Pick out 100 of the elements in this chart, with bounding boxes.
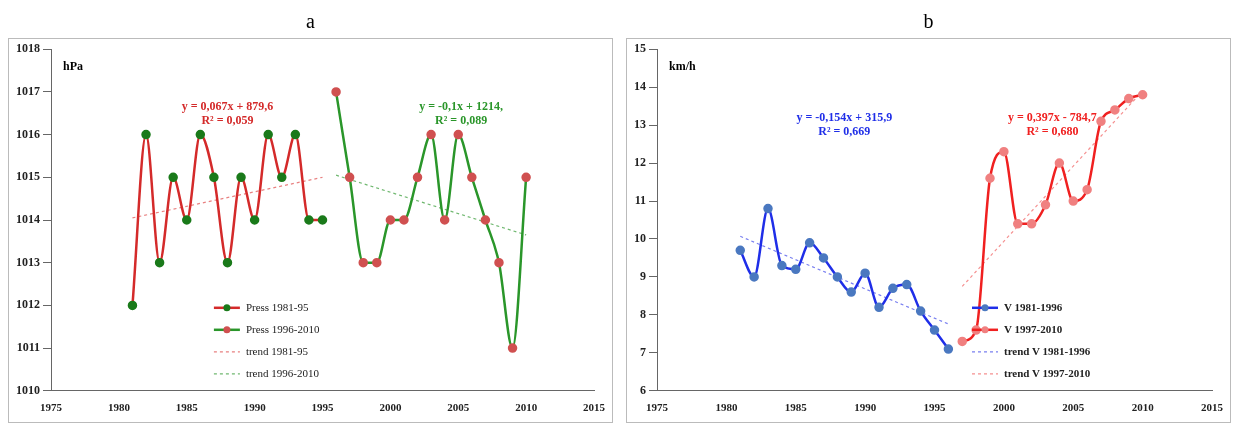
point	[818, 253, 829, 263]
point	[749, 272, 759, 282]
point	[957, 336, 967, 347]
annotation: y = 0,067x + 879,6 R² = 0,059	[181, 99, 274, 128]
point	[1068, 196, 1078, 206]
y-tick-label: 1015	[16, 169, 40, 184]
point	[888, 283, 898, 294]
point	[344, 172, 355, 183]
point	[1137, 90, 1148, 100]
point	[195, 129, 206, 140]
point	[874, 302, 884, 313]
y-tick-label: 8	[640, 306, 646, 321]
y-tick-label: 11	[634, 193, 646, 208]
point	[777, 260, 787, 271]
chart-title: a	[306, 9, 315, 34]
legend-label: trend V 1997-2010	[1004, 366, 1091, 379]
x-tick-label: 1975	[646, 401, 669, 414]
point	[763, 203, 773, 214]
y-tick-label: 1014	[16, 212, 40, 227]
point	[804, 238, 815, 248]
y-tick-label: 10	[634, 231, 646, 246]
point	[277, 172, 287, 183]
annotation: y = 0,397x - 784,7 R² = 0,680	[1008, 109, 1097, 138]
x-tick-label: 1985	[175, 401, 199, 414]
point	[929, 325, 940, 335]
point	[222, 257, 233, 268]
x-tick-label: 1990	[854, 401, 877, 414]
point	[846, 287, 856, 297]
point	[372, 257, 382, 268]
y-tick-label: 1010	[16, 382, 40, 397]
point	[1082, 184, 1092, 195]
legend-label: trend V 1981-1996	[1004, 344, 1091, 357]
point	[209, 172, 219, 183]
point	[1054, 158, 1065, 168]
y-tick-label: 1017	[16, 83, 40, 98]
y-tick-label: 1016	[16, 126, 40, 141]
y-tick-label: 7	[640, 344, 646, 359]
y-tick-label: 13	[634, 117, 646, 132]
x-tick-label: 2000	[379, 401, 402, 414]
point	[154, 257, 165, 268]
point	[290, 129, 301, 140]
point	[249, 215, 260, 225]
x-tick-label: 2015	[1201, 401, 1224, 414]
point	[1096, 116, 1106, 127]
point	[385, 215, 396, 225]
y-tick-label: 1012	[16, 297, 40, 312]
chart-title: b	[923, 9, 934, 34]
point	[985, 173, 995, 183]
legend-label: Press 1981-95	[245, 300, 310, 313]
point	[467, 172, 477, 183]
y-axis-title: km/h	[669, 59, 696, 74]
x-tick-label: 1980	[715, 401, 738, 414]
point	[832, 272, 843, 282]
y-tick-label: 1013	[16, 254, 40, 269]
point	[236, 172, 246, 183]
point	[480, 215, 491, 225]
point	[453, 129, 463, 140]
point	[399, 215, 409, 225]
legend-label: V 1997-2010	[1004, 322, 1063, 335]
y-tick-label: 6	[640, 382, 646, 397]
point	[331, 87, 341, 97]
point	[1124, 93, 1134, 104]
point	[943, 344, 954, 354]
y-tick-label: 14	[634, 79, 646, 94]
point	[304, 215, 314, 225]
x-tick-label: 2000	[992, 401, 1016, 414]
point	[263, 129, 273, 140]
x-tick-label: 2010	[1131, 401, 1155, 414]
x-tick-label: 2005	[447, 401, 470, 414]
y-tick-label: 1018	[16, 41, 40, 56]
point	[141, 129, 151, 140]
point	[426, 129, 436, 140]
legend-label: Press 1996-2010	[245, 322, 321, 335]
legend-label: V 1981-1996	[1004, 300, 1063, 313]
y-tick-label: 1011	[16, 340, 40, 355]
point	[1110, 105, 1120, 115]
x-tick-label: 2005	[1062, 401, 1085, 414]
point	[358, 257, 368, 268]
x-tick-label: 1975	[40, 401, 63, 414]
point	[507, 343, 518, 353]
annotation: y = -0,154x + 315,9 R² = 0,669	[796, 109, 893, 138]
x-tick-label: 1985	[784, 401, 808, 414]
y-axis-title: hPa	[63, 59, 84, 74]
x-tick-label: 1995	[311, 401, 334, 414]
point	[127, 300, 138, 311]
point	[915, 306, 926, 316]
x-tick-label: 1980	[107, 401, 131, 414]
point	[521, 172, 531, 183]
point	[317, 215, 328, 225]
point	[860, 268, 870, 278]
point	[1040, 200, 1051, 210]
x-tick-label: 2015	[583, 401, 606, 414]
point	[182, 215, 192, 225]
point	[1026, 219, 1037, 229]
y-tick-label: 9	[640, 269, 646, 284]
point	[791, 264, 801, 275]
y-tick-label: 12	[634, 155, 646, 170]
x-tick-label: 1995	[923, 401, 946, 414]
point	[168, 172, 178, 183]
point	[412, 172, 423, 183]
